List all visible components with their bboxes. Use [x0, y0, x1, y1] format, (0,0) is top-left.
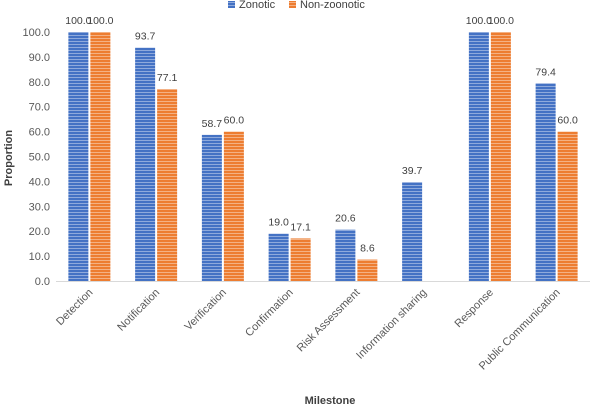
- bar-zonotic-notification: [135, 47, 156, 282]
- x-tick-label: Response: [452, 287, 496, 331]
- data-label-non-zoonotic-verification: 60.0: [224, 115, 245, 127]
- data-label-non-zoonotic-public-communication: 60.0: [557, 115, 578, 127]
- data-label-zonotic-information-sharing: 39.7: [402, 165, 423, 177]
- data-label-non-zoonotic-response: 100.0: [488, 15, 514, 27]
- y-tick-label: 80.0: [29, 77, 50, 89]
- bar-non-zoonotic-response: [490, 32, 511, 281]
- bar-non-zoonotic-public-communication: [557, 131, 578, 281]
- bar-zonotic-confirmation: [268, 233, 289, 281]
- bars-group: [68, 32, 578, 282]
- x-tick-label: Notification: [115, 287, 162, 334]
- bar-non-zoonotic-confirmation: [290, 238, 311, 281]
- y-tick-label: 50.0: [29, 152, 50, 164]
- bar-zonotic-detection: [68, 32, 89, 281]
- legend: Zonotic Non-zoonotic: [228, 0, 365, 11]
- data-label-non-zoonotic-notification: 77.1: [157, 72, 178, 84]
- data-label-zonotic-confirmation: 19.0: [268, 217, 289, 229]
- data-label-non-zoonotic-risk-assessment: 8.6: [360, 243, 375, 255]
- y-tick-label: 20.0: [29, 226, 50, 238]
- bar-zonotic-response: [468, 32, 489, 281]
- legend-label-zonotic: Zonotic: [239, 0, 276, 11]
- y-tick-label: 30.0: [29, 201, 50, 213]
- y-tick-label: 0.0: [35, 276, 50, 288]
- bar-zonotic-information-sharing: [402, 182, 423, 281]
- legend-swatch-non-zoonotic: [289, 1, 296, 8]
- legend-swatch-zonotic: [228, 1, 235, 8]
- y-tick-label: 10.0: [29, 251, 50, 263]
- data-label-zonotic-detection: 100.0: [65, 15, 91, 27]
- x-axis-title: Milestone: [305, 395, 356, 407]
- data-label-zonotic-notification: 93.7: [135, 31, 156, 43]
- data-label-non-zoonotic-detection: 100.0: [87, 15, 113, 27]
- y-axis-title: Proportion: [3, 130, 15, 186]
- x-tick-label: Verification: [182, 287, 229, 334]
- bar-non-zoonotic-detection: [90, 32, 111, 281]
- bar-non-zoonotic-notification: [157, 89, 178, 282]
- y-tick-label: 90.0: [29, 52, 50, 64]
- bar-zonotic-verification: [201, 134, 222, 281]
- bar-non-zoonotic-risk-assessment: [357, 259, 378, 281]
- data-label-zonotic-response: 100.0: [466, 15, 492, 27]
- bar-zonotic-risk-assessment: [335, 229, 356, 281]
- bar-zonotic-public-communication: [535, 83, 556, 281]
- x-axis: Detection Notification Verification Confirm…: [54, 287, 563, 373]
- legend-label-non-zoonotic: Non-zoonotic: [300, 0, 365, 11]
- y-axis: 0.0 10.0 20.0 30.0 40.0 50.0 60.0 70.0 80.0 90.0 1…: [22, 27, 50, 288]
- y-tick-label: 60.0: [29, 127, 50, 139]
- x-tick-label: Information sharing: [354, 287, 429, 362]
- bar-non-zoonotic-verification: [223, 131, 244, 281]
- x-tick-label: Risk Assessment: [295, 287, 363, 355]
- data-label-zonotic-risk-assessment: 20.6: [335, 213, 356, 225]
- data-label-non-zoonotic-confirmation: 17.1: [290, 221, 311, 233]
- x-tick-label: Confirmation: [243, 287, 296, 340]
- data-label-zonotic-public-communication: 79.4: [535, 66, 556, 78]
- x-tick-label: Detection: [54, 287, 95, 328]
- y-tick-label: 70.0: [29, 102, 50, 114]
- data-label-zonotic-verification: 58.7: [202, 118, 223, 130]
- y-tick-label: 100.0: [22, 27, 50, 39]
- y-tick-label: 40.0: [29, 176, 50, 188]
